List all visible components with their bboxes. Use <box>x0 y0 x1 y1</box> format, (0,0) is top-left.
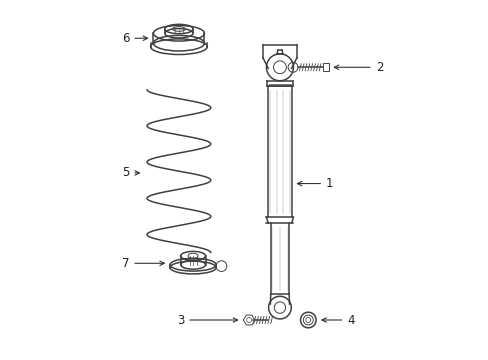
Text: 2: 2 <box>375 61 383 74</box>
FancyBboxPatch shape <box>322 63 328 71</box>
Text: 7: 7 <box>122 257 129 270</box>
Text: 5: 5 <box>122 166 129 179</box>
Text: 6: 6 <box>122 32 129 45</box>
Text: 4: 4 <box>346 314 354 327</box>
Text: 3: 3 <box>177 314 184 327</box>
Text: 1: 1 <box>325 177 333 190</box>
